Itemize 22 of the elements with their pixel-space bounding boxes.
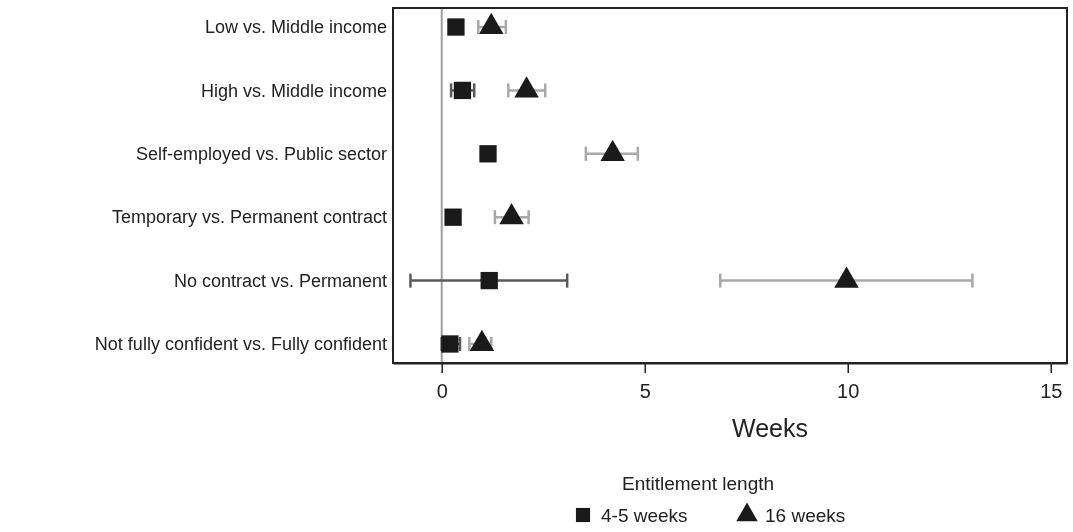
- y-tick-label: Temporary vs. Permanent contract: [111, 207, 387, 228]
- point: [469, 329, 495, 352]
- point: [834, 266, 859, 288]
- point: [444, 208, 462, 226]
- y-tick-label: High vs. Middle income: [200, 80, 387, 101]
- y-tick-label: No contract vs. Permanent: [173, 270, 387, 291]
- y-tick-label: Not fully confident vs. Fully confident: [94, 334, 387, 355]
- point: [447, 18, 465, 36]
- legend-label: 4-5 weeks: [601, 504, 688, 526]
- x-tick-label: 10: [837, 380, 860, 402]
- legend-title: Entitlement length: [621, 473, 775, 494]
- x-tick-label: 15: [1040, 380, 1063, 402]
- x-axis-title: Weeks: [732, 414, 808, 442]
- x-tick-label: 0: [436, 380, 448, 402]
- point: [499, 203, 524, 225]
- point: [479, 145, 497, 163]
- y-tick-label: Low vs. Middle income: [204, 17, 387, 38]
- y-tick-label: Self-employed vs. Public sector: [135, 144, 387, 165]
- point: [480, 271, 498, 290]
- point: [453, 81, 472, 100]
- legend-label: 16 weeks: [765, 504, 846, 526]
- x-tick-label: 5: [639, 380, 651, 402]
